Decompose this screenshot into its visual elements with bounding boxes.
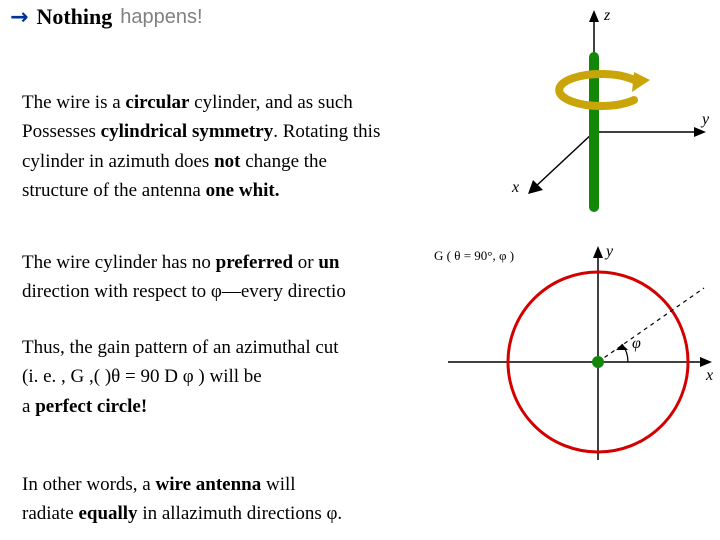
text: change the — [240, 151, 327, 172]
text-bold: equally — [78, 503, 137, 524]
figure-3d-antenna: z y x — [484, 2, 714, 232]
y-axis-label: y — [700, 111, 710, 128]
paragraph-3: Thus, the gain pattern of an azimuthal c… — [22, 333, 339, 421]
text: (i. e. , G ,( )θ = 90 D φ ) will be — [22, 366, 262, 387]
arrow-icon: → — [10, 5, 28, 30]
origin-dot — [592, 356, 604, 368]
paragraph-1: The wire is a circular cylinder, and as … — [22, 88, 380, 206]
z-axis-arrow-icon — [589, 10, 599, 22]
x-axis — [534, 132, 594, 188]
text: The wire is a — [22, 92, 125, 113]
x-axis-arrow-icon — [700, 357, 712, 367]
z-axis-label: z — [603, 7, 611, 24]
text: a — [22, 396, 35, 417]
y-axis-arrow-icon — [593, 246, 603, 258]
phi-label: φ — [632, 335, 641, 352]
y-axis-label: y — [604, 243, 614, 260]
text: . Rotating this — [273, 121, 380, 142]
text-bold: cylindrical symmetry — [101, 121, 274, 142]
text-bold: preferred — [216, 252, 293, 273]
text-bold: one whit. — [206, 180, 280, 201]
text-bold: wire antenna — [156, 474, 262, 495]
title-happens: happens! — [120, 6, 202, 29]
text: radiate — [22, 503, 78, 524]
text: structure of the antenna — [22, 180, 206, 201]
rotation-arrowhead-icon — [632, 72, 650, 92]
slide-header: → Nothing happens! — [10, 4, 203, 30]
gain-label: G ( θ = 90°, φ ) — [434, 248, 514, 263]
text: cylinder in azimuth does — [22, 151, 214, 172]
text-bold: un — [318, 252, 339, 273]
text: Thus, the gain pattern of an azimuthal c… — [22, 337, 339, 358]
text: cylinder, and as such — [189, 92, 352, 113]
figure-polar-cut: x y G ( θ = 90°, φ ) φ — [428, 240, 718, 465]
phi-arc-arrow-icon — [616, 344, 628, 350]
text: In other words, a — [22, 474, 156, 495]
x-axis-label: x — [705, 367, 713, 384]
text-bold: not — [214, 151, 240, 172]
x-axis-label: x — [511, 179, 519, 196]
text: will — [261, 474, 295, 495]
paragraph-2: The wire cylinder has no preferred or un… — [22, 248, 346, 307]
text: Possesses — [22, 121, 101, 142]
paragraph-4: In other words, a wire antenna will radi… — [22, 470, 342, 529]
text: direction with respect to φ—every direct… — [22, 281, 346, 302]
text: The wire cylinder has no — [22, 252, 216, 273]
text-bold: perfect circle! — [35, 396, 147, 417]
text: in allazimuth directions φ. — [138, 503, 343, 524]
text-bold: circular — [125, 92, 189, 113]
text: or — [293, 252, 318, 273]
title-nothing: Nothing — [36, 4, 112, 30]
y-axis-arrow-icon — [694, 127, 706, 137]
